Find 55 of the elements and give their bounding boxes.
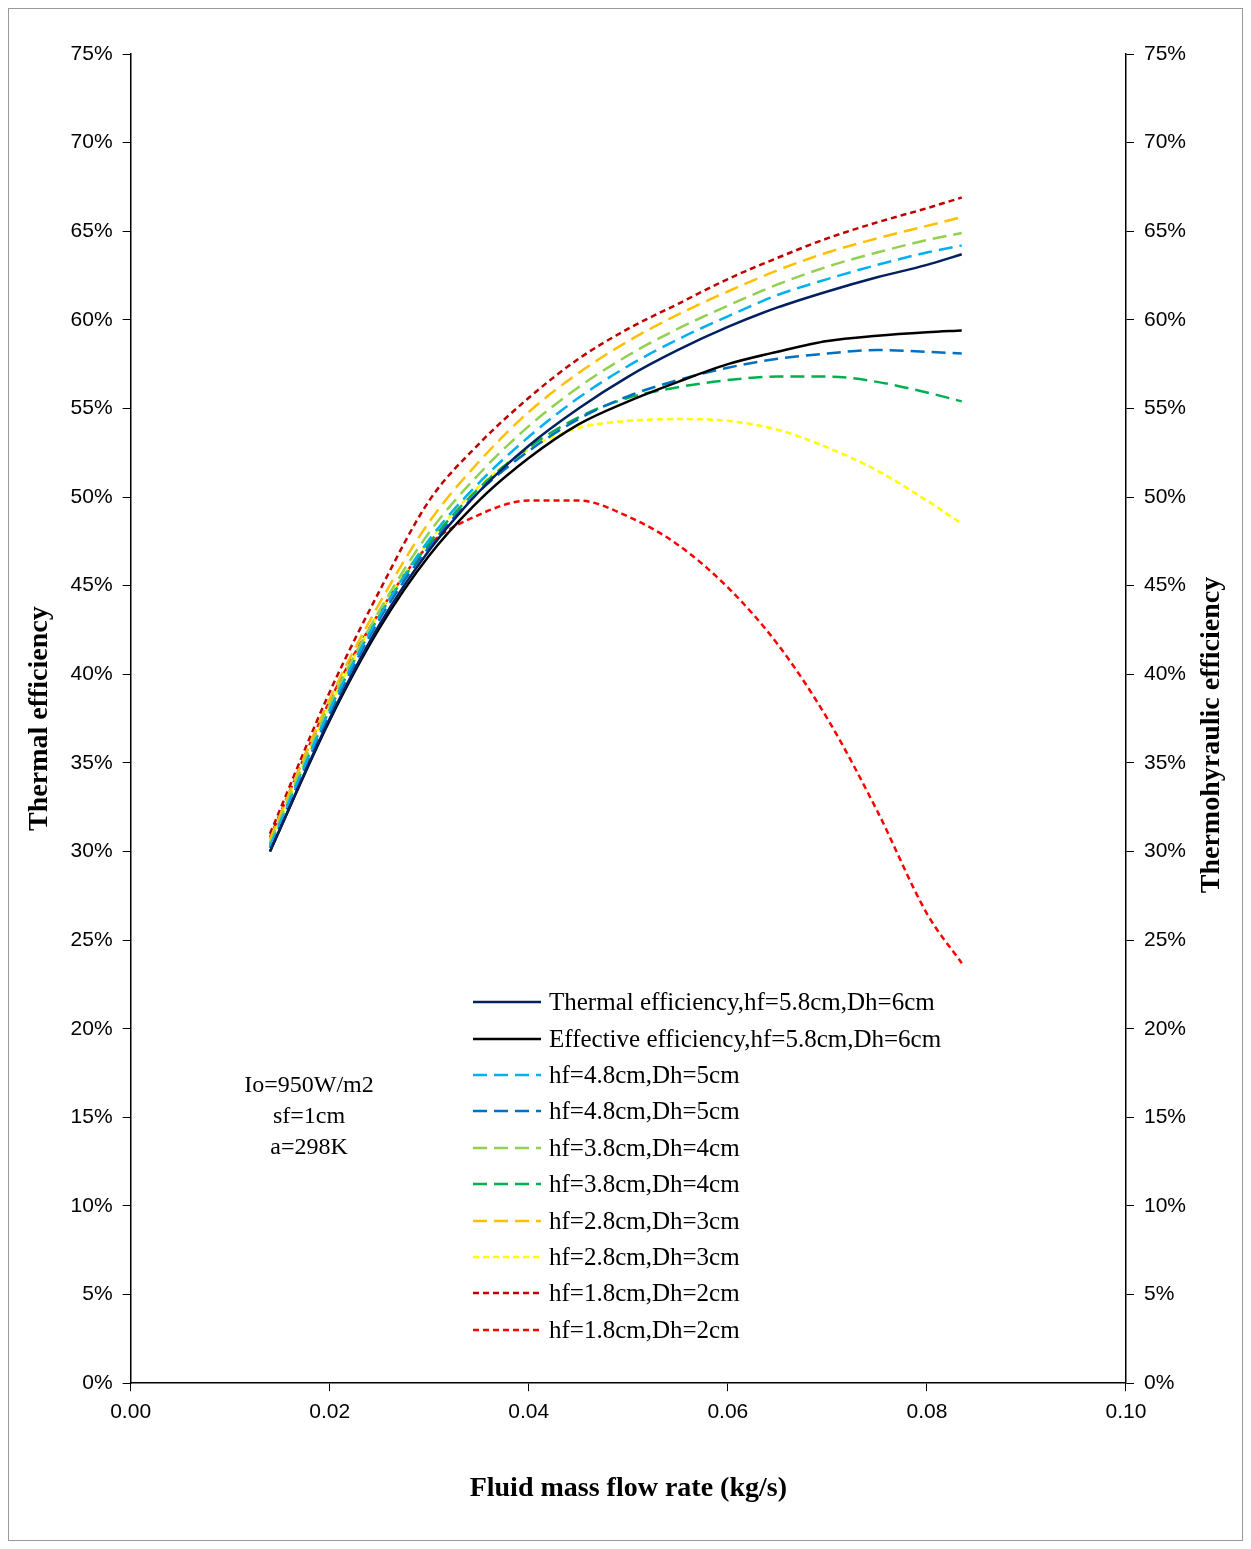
x-tick-label: 0.08 <box>906 1398 948 1422</box>
y-tick-label: 35% <box>70 749 113 773</box>
line-series <box>268 499 963 965</box>
y2-tick-label: 45% <box>1143 572 1186 596</box>
x-tick-label: 0.10 <box>1105 1398 1147 1422</box>
legend-label: hf=3.8cm,Dh=4cm <box>549 1133 740 1162</box>
legend-label: hf=3.8cm,Dh=4cm <box>549 1170 740 1199</box>
x-axis-title: Fluid mass flow rate (kg/s) <box>469 1471 787 1503</box>
legend-label: hf=4.8cm,Dh=5cm <box>549 1060 740 1089</box>
legend-label: hf=1.8cm,Dh=2cm <box>549 1279 740 1308</box>
y-axis-title: Thermal efficiency <box>22 606 54 831</box>
legend-label: Effective efficiency,hf=5.8cm,Dh=6cm <box>549 1024 942 1053</box>
y-tick-label: 20% <box>70 1015 113 1039</box>
annotation: sf=1cm <box>271 1101 347 1130</box>
legend-label: hf=4.8cm,Dh=5cm <box>549 1097 740 1126</box>
y-tick-label: 65% <box>70 218 113 242</box>
y-tick-label: 30% <box>70 838 113 862</box>
legend-label: Thermal efficiency,hf=5.8cm,Dh=6cm <box>549 988 935 1017</box>
y2-tick-label: 5% <box>1143 1281 1175 1305</box>
annotation: Io=950W/m2 <box>243 1070 375 1099</box>
y-tick-label: 55% <box>70 395 113 419</box>
y2-tick-label: 40% <box>1143 661 1186 685</box>
y2-tick-label: 70% <box>1143 129 1186 153</box>
y-tick-label: 60% <box>70 306 113 330</box>
annotation: a=298K <box>269 1132 349 1161</box>
y2-tick-label: 60% <box>1143 306 1186 330</box>
y-tick-label: 15% <box>70 1104 113 1128</box>
y-tick-label: 45% <box>70 572 113 596</box>
y2-tick-label: 20% <box>1143 1015 1186 1039</box>
y2-tick-label: 0% <box>1143 1370 1175 1393</box>
x-tick-label: 0.02 <box>309 1398 351 1422</box>
y2-tick-label: 35% <box>1143 749 1186 773</box>
y-tick-label: 25% <box>70 926 113 950</box>
x-tick-label: 0.06 <box>707 1398 749 1422</box>
y2-tick-label: 15% <box>1143 1104 1186 1128</box>
y2-tick-label: 75% <box>1143 40 1186 64</box>
y2-tick-label: 25% <box>1143 926 1186 950</box>
legend-label: hf=2.8cm,Dh=3cm <box>549 1242 740 1271</box>
y-tick-label: 75% <box>70 40 113 64</box>
y-tick-label: 40% <box>70 661 113 685</box>
y-tick-label: 5% <box>82 1281 113 1305</box>
y-tick-label: 10% <box>70 1192 113 1216</box>
legend-label: hf=1.8cm,Dh=2cm <box>549 1315 740 1344</box>
y-tick-label: 50% <box>70 483 113 507</box>
y-tick-label: 70% <box>70 129 113 153</box>
y2-tick-label: 30% <box>1143 838 1186 862</box>
x-tick-label: 0.04 <box>508 1398 550 1422</box>
y2-tick-label: 50% <box>1143 483 1186 507</box>
y2-tick-label: 65% <box>1143 218 1186 242</box>
y-tick-label: 0% <box>82 1370 113 1393</box>
y2-axis-title: Thermohyraulic efficiency <box>1194 576 1226 894</box>
x-tick-label: 0.00 <box>110 1398 152 1422</box>
y2-tick-label: 10% <box>1143 1192 1186 1216</box>
y2-tick-label: 55% <box>1143 395 1186 419</box>
legend-label: hf=2.8cm,Dh=3cm <box>549 1206 740 1235</box>
